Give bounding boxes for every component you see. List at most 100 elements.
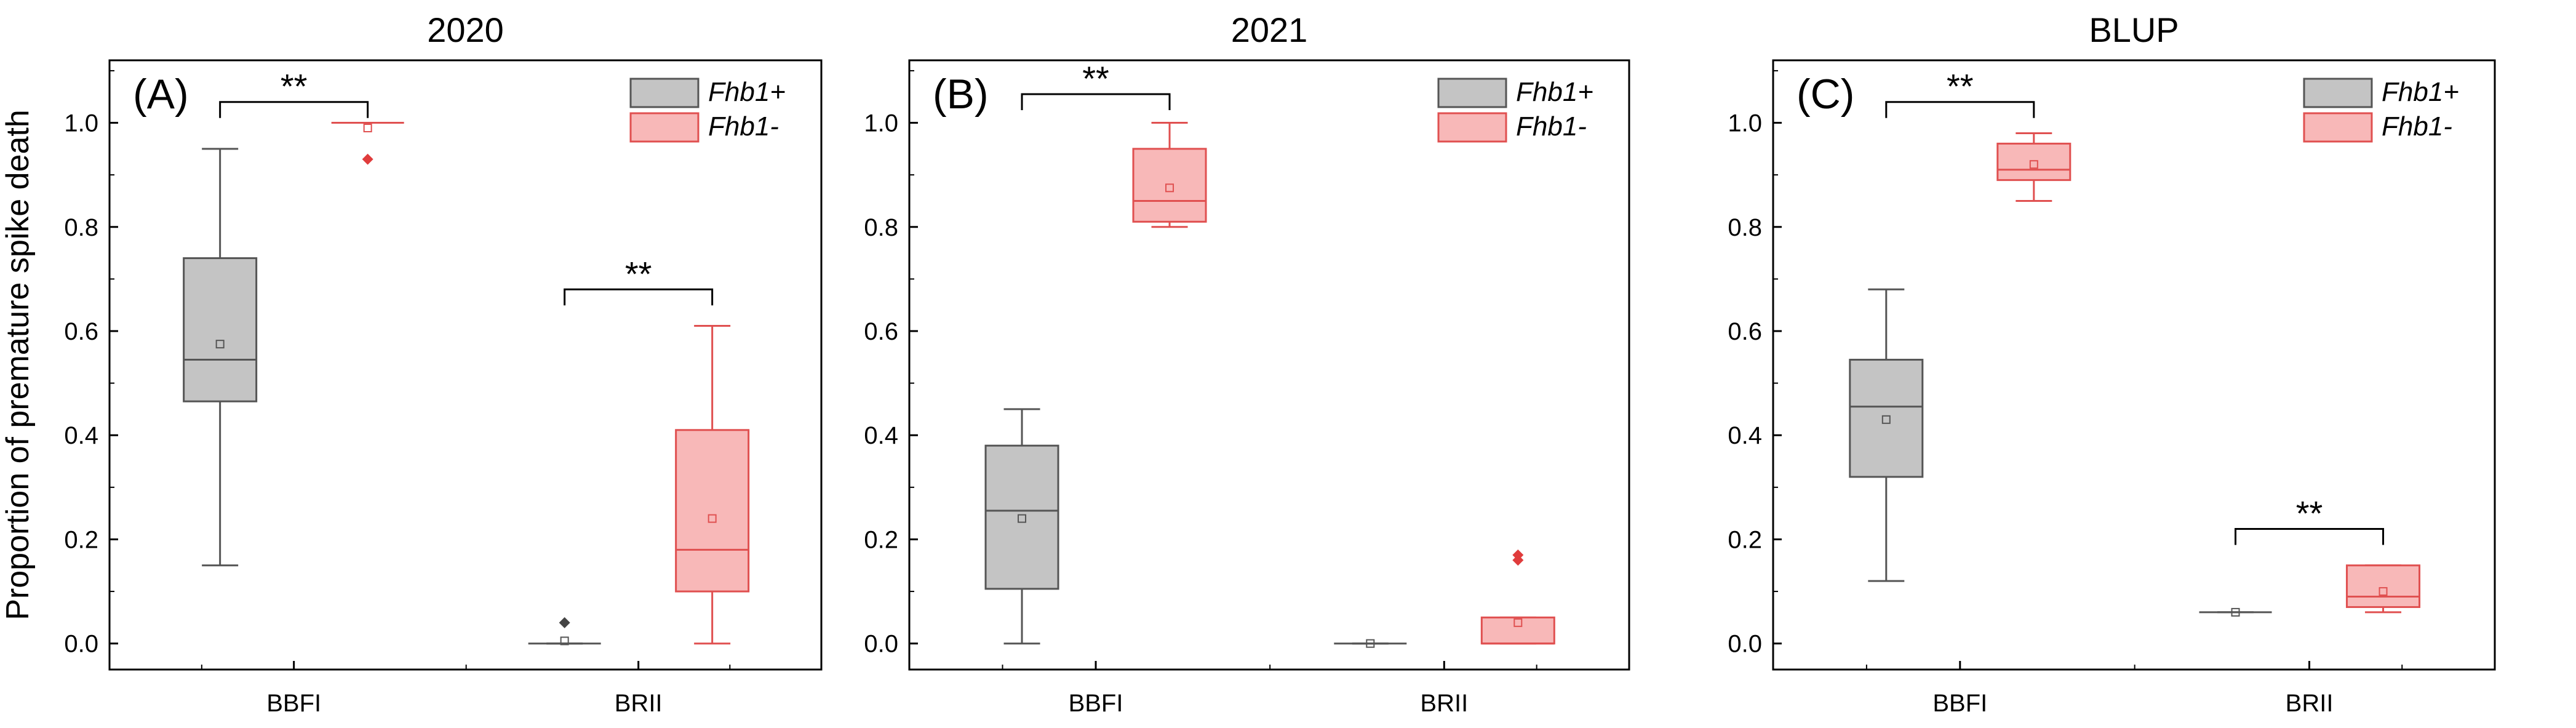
- box-iqr: [183, 257, 258, 402]
- box-iqr: [2346, 564, 2421, 608]
- y-tick-label: 0.0: [64, 631, 98, 658]
- bracket-line: [1885, 101, 2035, 118]
- y-tick-label: 0.4: [864, 422, 898, 449]
- significance-bracket: **: [1021, 59, 1171, 110]
- y-tick-label: 0.6: [64, 318, 98, 345]
- y-tick-label: 0.0: [864, 631, 898, 658]
- significance-bracket: **: [2235, 494, 2385, 545]
- y-tick-label: 0.8: [864, 214, 898, 241]
- box-Fhb1--BRII: [2346, 564, 2421, 614]
- panel-label: (A): [133, 71, 189, 118]
- box-Fhb1+-BBFI: [1849, 288, 1924, 582]
- panel-1: 2020 (A) Proportion of premature spike dea…: [0, 10, 823, 717]
- panel-title: 2020: [427, 10, 504, 49]
- legend-label: Fhb1+: [708, 77, 786, 107]
- box-Fhb1--BBFI: [331, 122, 404, 165]
- mean-marker: [2379, 587, 2388, 596]
- bracket-line: [2235, 528, 2385, 545]
- x-tick-label: BRII: [2286, 690, 2334, 717]
- x-tick-label: BBFI: [266, 690, 321, 717]
- box-Fhb1+-BRII: [2199, 607, 2272, 617]
- box-Fhb1+-BBFI: [183, 148, 258, 567]
- box-iqr: [1132, 148, 1207, 223]
- significance-label: **: [1947, 67, 1974, 106]
- mean-marker: [2231, 607, 2240, 617]
- y-tick-label: 0.4: [64, 422, 98, 449]
- y-tick-label: 1.0: [64, 110, 98, 137]
- significance-label: **: [2296, 494, 2323, 533]
- box-Fhb1--BBFI: [1996, 132, 2072, 202]
- legend-label: Fhb1-: [708, 111, 779, 142]
- legend-label: Fhb1-: [1516, 111, 1587, 142]
- panel-label: (B): [933, 71, 989, 118]
- box-Fhb1--BBFI: [1132, 122, 1207, 228]
- y-tick-label: 1.0: [864, 110, 898, 137]
- significance-label: **: [1082, 59, 1109, 98]
- mean-marker: [2029, 160, 2038, 169]
- mean-marker: [560, 636, 569, 646]
- y-tick-label: 1.0: [1728, 110, 1762, 137]
- x-tick-label: BBFI: [1932, 690, 1987, 717]
- panel-title: 2021: [1231, 10, 1308, 49]
- y-tick-label: 0.2: [864, 526, 898, 553]
- y-tick-label: 0.0: [1728, 631, 1762, 658]
- y-axis-label: Proportion of premature spike death: [0, 110, 36, 620]
- significance-bracket: **: [1885, 67, 2035, 118]
- legend: Fhb1+ Fhb1-: [629, 77, 786, 143]
- outlier-point: [1512, 549, 1524, 561]
- legend-swatch: [1437, 78, 1507, 108]
- panel-3: BLUP (C) 0.0 0.2 0.4 0.6 0.8 1.0 BBFI BRII ** ** Fhb…: [1728, 10, 2496, 717]
- legend-swatch: [1437, 112, 1507, 143]
- bracket-line: [564, 288, 714, 306]
- legend-swatch: [629, 78, 700, 108]
- box-iqr: [1480, 616, 1555, 645]
- legend-label: Fhb1+: [1516, 77, 1593, 107]
- legend-label: Fhb1-: [2382, 111, 2452, 142]
- panel-label: (C): [1796, 71, 1854, 118]
- plot-frame: [108, 59, 823, 671]
- y-tick-label: 0.8: [64, 214, 98, 241]
- box-iqr: [984, 444, 1059, 590]
- legend-swatch: [629, 112, 700, 143]
- mean-marker: [1513, 618, 1523, 627]
- x-tick-label: BBFI: [1069, 690, 1123, 717]
- box-iqr: [1996, 142, 2072, 182]
- legend-swatch: [2303, 78, 2373, 108]
- legend: Fhb1+ Fhb1-: [1437, 77, 1593, 143]
- significance-bracket: **: [564, 254, 714, 306]
- y-tick-label: 0.2: [64, 526, 98, 553]
- box-Fhb1+-BRII: [1334, 639, 1407, 648]
- significance-label: **: [625, 254, 652, 293]
- y-tick-label: 0.8: [1728, 214, 1762, 241]
- outlier-point: [362, 153, 373, 165]
- bracket-line: [219, 101, 369, 118]
- plot-frame: [908, 59, 1630, 671]
- box-iqr: [1849, 359, 1924, 478]
- legend-label: Fhb1+: [2382, 77, 2459, 107]
- box-Fhb1+-BBFI: [984, 408, 1059, 645]
- y-tick-label: 0.2: [1728, 526, 1762, 553]
- mean-marker: [1881, 415, 1891, 424]
- panel-title: BLUP: [2089, 10, 2179, 49]
- mean-marker: [708, 514, 717, 523]
- mean-marker: [363, 124, 372, 132]
- significance-label: **: [281, 67, 308, 106]
- legend-swatch: [2303, 112, 2373, 143]
- bracket-line: [1021, 93, 1171, 110]
- panel-2: 2021 (B) 0.0 0.2 0.4 0.6 0.8 1.0 BBFI BRII ** Fhb1+…: [864, 10, 1630, 717]
- x-tick-label: BRII: [1420, 690, 1468, 717]
- box-Fhb1--BRII: [675, 325, 750, 645]
- mean-marker: [1165, 183, 1174, 193]
- box-iqr: [675, 429, 750, 593]
- mean-marker: [1018, 514, 1027, 523]
- mean-marker: [1366, 639, 1375, 648]
- box-Fhb1--BRII: [1480, 549, 1555, 645]
- y-tick-label: 0.6: [864, 318, 898, 345]
- y-tick-label: 0.4: [1728, 422, 1762, 449]
- y-tick-label: 0.6: [1728, 318, 1762, 345]
- x-tick-label: BRII: [615, 690, 663, 717]
- legend: Fhb1+ Fhb1-: [2303, 77, 2459, 143]
- significance-bracket: **: [219, 67, 369, 118]
- box-Fhb1+-BRII: [528, 617, 601, 646]
